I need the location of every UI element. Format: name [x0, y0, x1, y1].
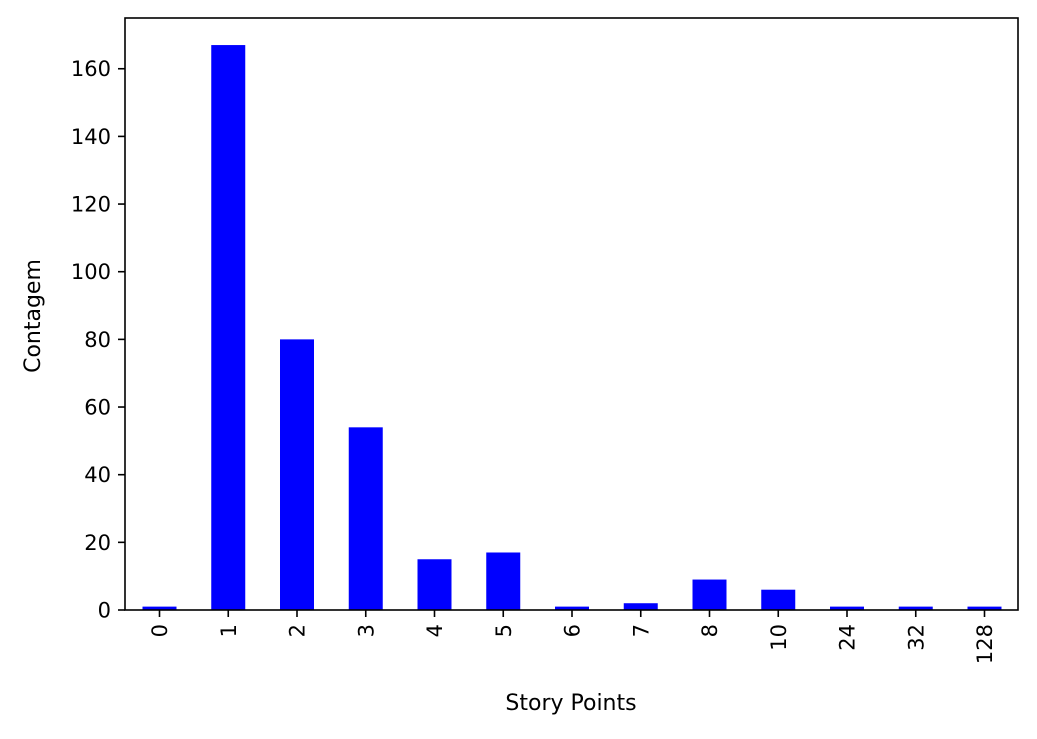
y-axis-label: Contagem — [21, 259, 46, 373]
y-tick-label: 120 — [71, 193, 111, 217]
bar-4 — [417, 559, 452, 610]
bar-7 — [623, 603, 658, 610]
x-tick-label: 2 — [286, 624, 310, 637]
y-tick-label: 160 — [71, 57, 111, 81]
bar-1 — [211, 45, 246, 611]
bars-layer — [142, 45, 1002, 611]
bar-128 — [967, 606, 1002, 610]
bar-5 — [486, 552, 521, 610]
x-tick-label: 8 — [698, 624, 722, 637]
x-tick-label: 0 — [148, 624, 172, 637]
x-tick-label: 5 — [492, 624, 516, 637]
x-tick-label: 3 — [354, 624, 378, 637]
bar-32 — [898, 606, 933, 610]
y-axis-ticks: 0 20 40 60 80 100 120 140 160 — [71, 57, 125, 623]
x-tick-label: 32 — [904, 624, 928, 651]
y-tick-label: 20 — [84, 531, 111, 555]
y-tick-label: 40 — [84, 463, 111, 487]
x-tick-label: 24 — [836, 624, 860, 651]
x-axis-label: Story Points — [505, 691, 636, 716]
y-tick-label: 60 — [84, 396, 111, 420]
bar-3 — [348, 427, 383, 610]
y-tick-label: 140 — [71, 125, 111, 149]
x-axis-ticks: 0 1 2 3 4 5 6 7 8 10 24 32 128 — [148, 610, 997, 664]
bar-0 — [142, 606, 177, 610]
y-tick-label: 100 — [71, 260, 111, 284]
bar-6 — [555, 606, 589, 610]
x-tick-label: 10 — [767, 624, 791, 651]
x-tick-label: 6 — [561, 624, 585, 637]
x-tick-label: 128 — [973, 624, 997, 664]
x-tick-label: 4 — [423, 624, 447, 637]
bar-8 — [692, 579, 727, 610]
bar-24 — [830, 606, 864, 610]
y-tick-label: 80 — [84, 328, 111, 352]
bar-2 — [280, 339, 314, 610]
bar-10 — [761, 589, 796, 610]
x-tick-label: 7 — [629, 624, 653, 637]
plot-area-frame — [124, 17, 1019, 611]
y-tick-label: 0 — [98, 599, 111, 623]
x-tick-label: 1 — [217, 624, 241, 637]
